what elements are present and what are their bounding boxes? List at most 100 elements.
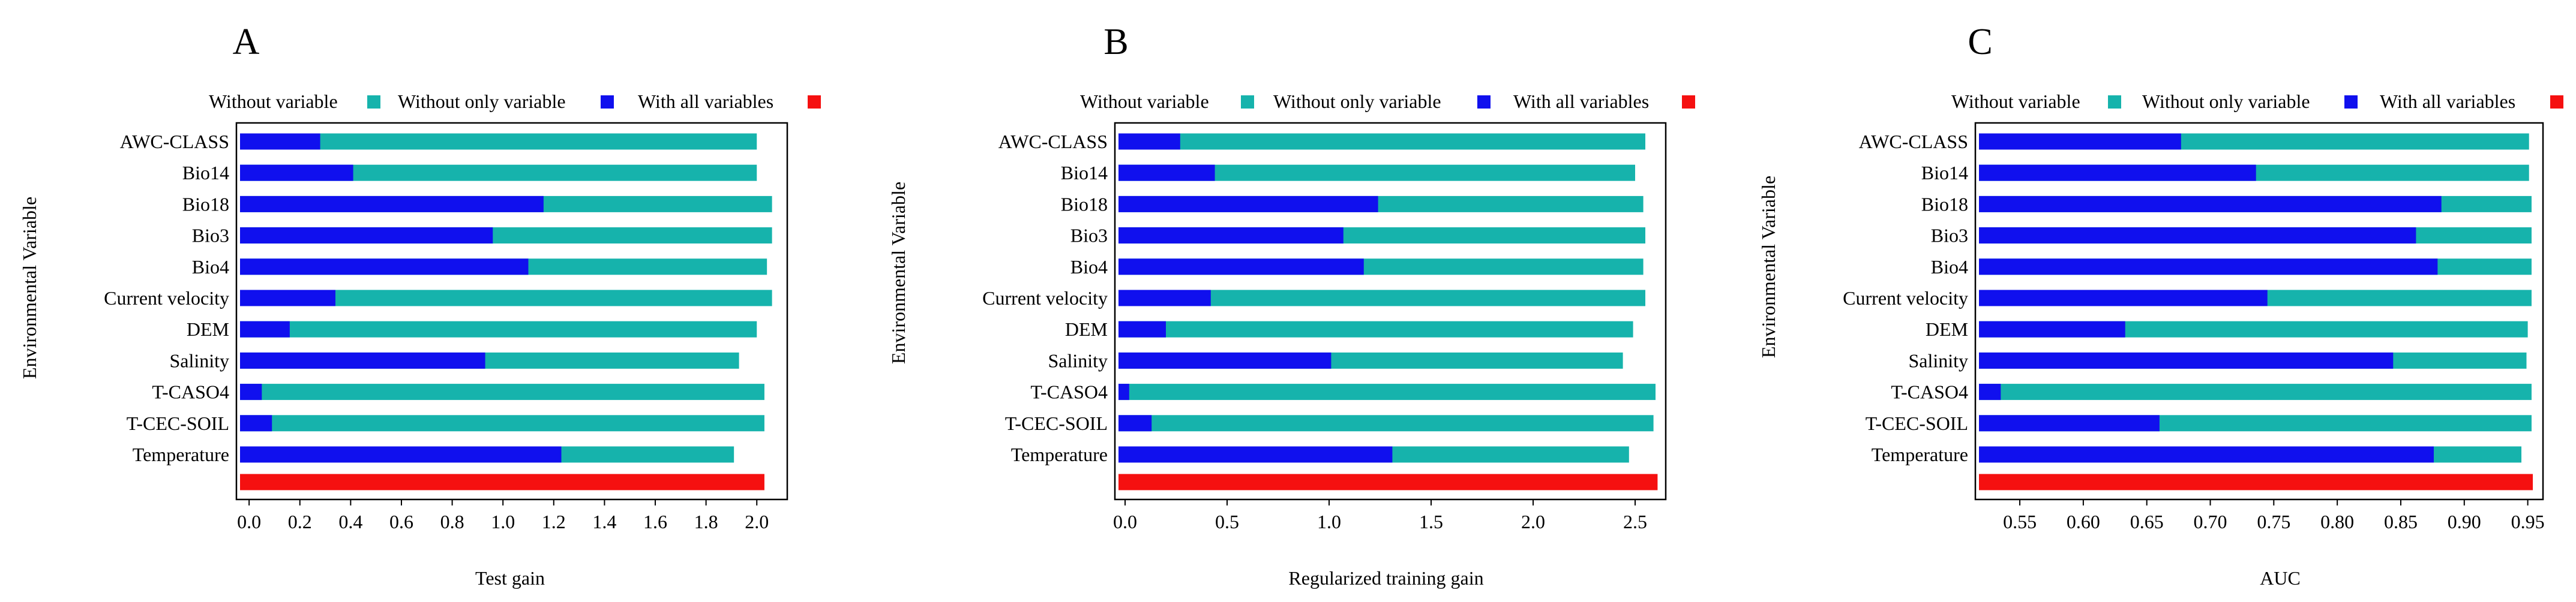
panel-label: B [1103, 22, 1128, 62]
legend: Without variable Without only variable W… [1080, 91, 1695, 112]
x-axis-ticks: 0.55 0.60 0.65 0.70 0.75 0.80 0.85 0.90 0.95 [2003, 499, 2545, 532]
bar-without-only-variable [1118, 164, 1215, 181]
bar-without-variable [240, 133, 757, 150]
bar-without-variable [240, 321, 757, 338]
legend-label-without-only-variable: Without only variable [1273, 91, 1441, 112]
bar-with-all-variables [240, 474, 764, 490]
bar-without-only-variable [1118, 195, 1378, 212]
legend-label-without-only-variable: Without only variable [398, 91, 566, 112]
legend-label-without-variable: Without variable [1080, 91, 1209, 112]
bar-without-only-variable [240, 384, 262, 401]
plot-frame [235, 122, 788, 501]
bar-without-variable [240, 384, 764, 401]
bar-without-only-variable [240, 133, 320, 150]
panel-c: C Without variable Without only variable… [1758, 22, 2563, 589]
x-tick-label: 0.0 [237, 511, 261, 532]
x-tick-label: 1.5 [1419, 511, 1443, 532]
bars [1118, 133, 1658, 490]
legend-swatch-with-all-variables [2550, 95, 2563, 109]
category-label: Bio14 [182, 162, 229, 183]
x-tick-label: 0.4 [338, 511, 362, 532]
category-label: Bio4 [1070, 256, 1108, 278]
bar-without-variable [240, 415, 764, 432]
bar-without-only-variable [1979, 446, 2434, 463]
category-label: Current velocity [104, 287, 229, 309]
x-tick-label: 1.4 [592, 511, 616, 532]
bar-without-only-variable [1979, 415, 2160, 432]
bar-with-all-variables [1118, 474, 1658, 490]
category-label: Bio3 [1070, 225, 1108, 246]
bar-without-only-variable [240, 258, 529, 275]
category-label: Current velocity [982, 287, 1108, 309]
x-tick-label: 0.6 [389, 511, 413, 532]
category-label: AWC-CLASS [120, 131, 229, 152]
bar-without-only-variable [1979, 164, 2256, 181]
bar-without-only-variable [1979, 384, 2001, 401]
legend-label-with-all-variables: With all variables [1513, 91, 1649, 112]
bar-without-only-variable [1979, 321, 2125, 338]
category-label: Bio18 [182, 193, 229, 215]
legend-swatch-without-variable [1241, 95, 1254, 109]
x-axis-label: Regularized training gain [1288, 567, 1483, 589]
category-label: T-CASO4 [1891, 381, 1968, 403]
category-label: AWC-CLASS [998, 131, 1108, 152]
bar-without-only-variable [1118, 321, 1166, 338]
bar-without-only-variable [1118, 227, 1344, 244]
bars [1979, 133, 2533, 490]
x-tick-label: 0.5 [1215, 511, 1239, 532]
legend-label-without-only-variable: Without only variable [2142, 91, 2310, 112]
x-tick-label: 2.0 [1521, 511, 1545, 532]
category-label: Bio18 [1061, 193, 1108, 215]
legend-swatch-without-variable [2108, 95, 2121, 109]
category-labels: AWC-CLASS Bio14 Bio18 Bio3 Bio4 Current veloc… [982, 131, 1108, 465]
x-tick-label: 0.70 [2194, 511, 2227, 532]
x-tick-label: 2.0 [745, 511, 769, 532]
category-label: Bio18 [1921, 193, 1968, 215]
category-label: Bio3 [1931, 225, 1968, 246]
panel-label: C [1968, 22, 1992, 62]
category-label: Current velocity [1843, 287, 1968, 309]
category-label: T-CEC-SOIL [127, 413, 229, 434]
category-label: Bio14 [1061, 162, 1108, 183]
x-tick-label: 0.65 [2130, 511, 2164, 532]
y-axis-label: Environmental Variable [1758, 176, 1779, 358]
category-label: Bio4 [1931, 256, 1968, 278]
bar-without-variable [1118, 133, 1645, 150]
category-label: T-CEC-SOIL [1005, 413, 1108, 434]
panel-a: A Without variable Without only variable… [19, 22, 821, 589]
legend-swatch-with-all-variables [1682, 95, 1695, 109]
y-axis-label: Environmental Variable [19, 197, 40, 379]
bar-without-only-variable [1118, 384, 1129, 401]
y-axis-label: Environmental Variable [887, 182, 909, 364]
bar-without-only-variable [1118, 415, 1152, 432]
x-tick-label: 0.60 [2067, 511, 2100, 532]
x-axis-ticks: 0.0 0.5 1.0 1.5 2.0 2.5 [1113, 499, 1647, 532]
panel-label: A [233, 22, 260, 62]
bar-without-only-variable [240, 195, 544, 212]
x-axis-label: Test gain [475, 567, 545, 589]
bar-without-only-variable [1118, 446, 1393, 463]
bar-without-only-variable [240, 227, 493, 244]
legend-swatch-without-only-variable [601, 95, 614, 109]
legend: Without variable Without only variable W… [1951, 91, 2563, 112]
bar-without-only-variable [1979, 258, 2438, 275]
bar-without-variable [1979, 384, 2532, 401]
legend-swatch-without-variable [367, 95, 380, 109]
plot-frame [1114, 122, 1667, 501]
legend-label-without-variable: Without variable [1951, 91, 2080, 112]
bar-without-only-variable [1979, 133, 2181, 150]
category-label: Temperature [133, 444, 229, 465]
bars [240, 133, 772, 490]
x-tick-label: 0.55 [2003, 511, 2037, 532]
category-label: DEM [1065, 318, 1108, 340]
bar-without-only-variable [240, 290, 335, 306]
bar-without-only-variable [240, 352, 485, 369]
bar-without-variable [1118, 415, 1654, 432]
bar-without-only-variable [1118, 258, 1364, 275]
x-tick-label: 0.75 [2257, 511, 2290, 532]
bar-without-only-variable [1118, 133, 1180, 150]
bar-without-only-variable [1979, 195, 2442, 212]
legend-label-with-all-variables: With all variables [2380, 91, 2515, 112]
x-tick-label: 1.0 [491, 511, 515, 532]
